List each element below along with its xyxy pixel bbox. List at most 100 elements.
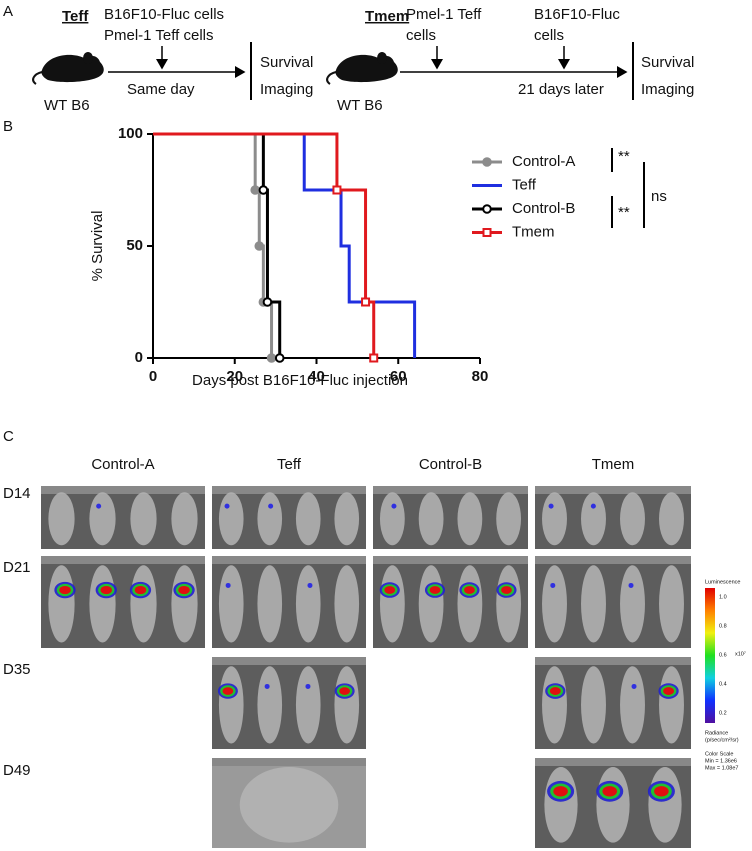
mouse bbox=[581, 492, 606, 546]
mouse bbox=[171, 565, 198, 643]
signal bbox=[305, 683, 311, 689]
panel-label: B bbox=[3, 118, 13, 135]
x-tick-label: 0 bbox=[149, 368, 157, 385]
column-label: Tmem bbox=[592, 456, 635, 473]
mouse bbox=[48, 492, 75, 546]
survival-line bbox=[153, 132, 417, 358]
group-title: Tmem bbox=[365, 8, 409, 25]
mouse bbox=[542, 666, 567, 744]
mouse bbox=[257, 565, 283, 643]
mouse bbox=[620, 666, 645, 744]
signal bbox=[429, 586, 441, 594]
marker bbox=[361, 297, 371, 307]
mouse bbox=[648, 767, 682, 843]
column-label: Control-B bbox=[419, 456, 482, 473]
signal bbox=[307, 582, 313, 588]
x-tick-label: 60 bbox=[390, 368, 407, 385]
image-frame bbox=[212, 556, 366, 564]
signal bbox=[590, 503, 596, 509]
mouse-icon bbox=[326, 51, 399, 85]
survival-line bbox=[153, 132, 376, 358]
row-label: D35 bbox=[3, 661, 31, 678]
mouse bbox=[542, 565, 567, 643]
mouse bbox=[379, 492, 405, 546]
mouse-icon bbox=[32, 51, 105, 85]
label: cells bbox=[534, 27, 564, 44]
mouse bbox=[257, 666, 283, 744]
signal bbox=[549, 687, 561, 695]
marker bbox=[254, 241, 265, 251]
signal bbox=[222, 687, 234, 695]
image-frame bbox=[373, 486, 528, 494]
signal bbox=[391, 503, 397, 509]
column-label: Teff bbox=[277, 456, 302, 473]
signal bbox=[602, 786, 618, 797]
mouse bbox=[620, 492, 645, 546]
label: Survival bbox=[260, 54, 313, 71]
marker bbox=[262, 297, 273, 307]
row-label: D21 bbox=[3, 559, 31, 576]
signal bbox=[224, 503, 230, 509]
label: Same day bbox=[127, 81, 195, 98]
mouse bbox=[257, 492, 283, 546]
row-label: D49 bbox=[3, 762, 31, 779]
signal bbox=[268, 503, 274, 509]
label: 21 days later bbox=[518, 81, 604, 98]
mouse bbox=[334, 565, 360, 643]
mouse bbox=[418, 492, 444, 546]
colorbar-exponent: x10⁷ bbox=[735, 650, 746, 657]
signal bbox=[501, 586, 512, 594]
label: Imaging bbox=[641, 81, 694, 98]
image-frame bbox=[535, 556, 691, 564]
x-tick-label: 20 bbox=[226, 368, 243, 385]
image-frame bbox=[212, 758, 366, 766]
image-grid bbox=[41, 486, 691, 848]
panel-label: C bbox=[3, 428, 14, 445]
mouse bbox=[457, 492, 483, 546]
marker bbox=[266, 353, 277, 363]
marker bbox=[332, 185, 342, 195]
label: Imaging bbox=[260, 81, 313, 98]
mouse bbox=[295, 666, 321, 744]
signal bbox=[654, 786, 669, 797]
colorbar-tick: 0.6 bbox=[719, 652, 727, 658]
label: Pmel-1 Teff bbox=[406, 6, 482, 23]
image-frame bbox=[212, 486, 366, 494]
image-frame bbox=[212, 657, 366, 665]
colorbar-unit: (p/sec/cm²/sr) bbox=[705, 737, 739, 743]
legend-marker bbox=[482, 228, 492, 237]
colorbar-scale: Max = 1.08e7 bbox=[705, 765, 738, 771]
mouse bbox=[295, 565, 321, 643]
marker bbox=[250, 185, 260, 195]
legend-label: Control-B bbox=[512, 200, 575, 217]
mouse bbox=[496, 565, 522, 643]
mouse bbox=[581, 666, 606, 744]
mouse bbox=[48, 565, 75, 643]
mouse bbox=[295, 492, 321, 546]
mouse bbox=[334, 666, 360, 744]
signal bbox=[96, 503, 102, 509]
annotation: ns bbox=[651, 188, 667, 205]
mouse bbox=[659, 565, 684, 643]
mouse bbox=[130, 565, 157, 643]
colorbar-unit: Radiance bbox=[705, 730, 728, 736]
mouse bbox=[218, 492, 244, 546]
y-tick-label: 100 bbox=[118, 125, 143, 142]
row-label: D14 bbox=[3, 485, 31, 502]
y-tick-label: 0 bbox=[135, 349, 143, 366]
mouse bbox=[89, 492, 116, 546]
mouse bbox=[659, 666, 684, 744]
mouse bbox=[218, 565, 244, 643]
legend-label: Tmem bbox=[512, 223, 555, 240]
mouse bbox=[334, 492, 360, 546]
legend-label: Teff bbox=[512, 176, 537, 193]
mouse bbox=[89, 565, 116, 643]
mouse bbox=[379, 565, 405, 643]
signal bbox=[384, 586, 396, 594]
signal bbox=[100, 585, 112, 595]
image-frame bbox=[535, 758, 691, 766]
signal bbox=[59, 585, 71, 595]
colorbar bbox=[705, 588, 715, 723]
mouse bbox=[659, 492, 684, 546]
